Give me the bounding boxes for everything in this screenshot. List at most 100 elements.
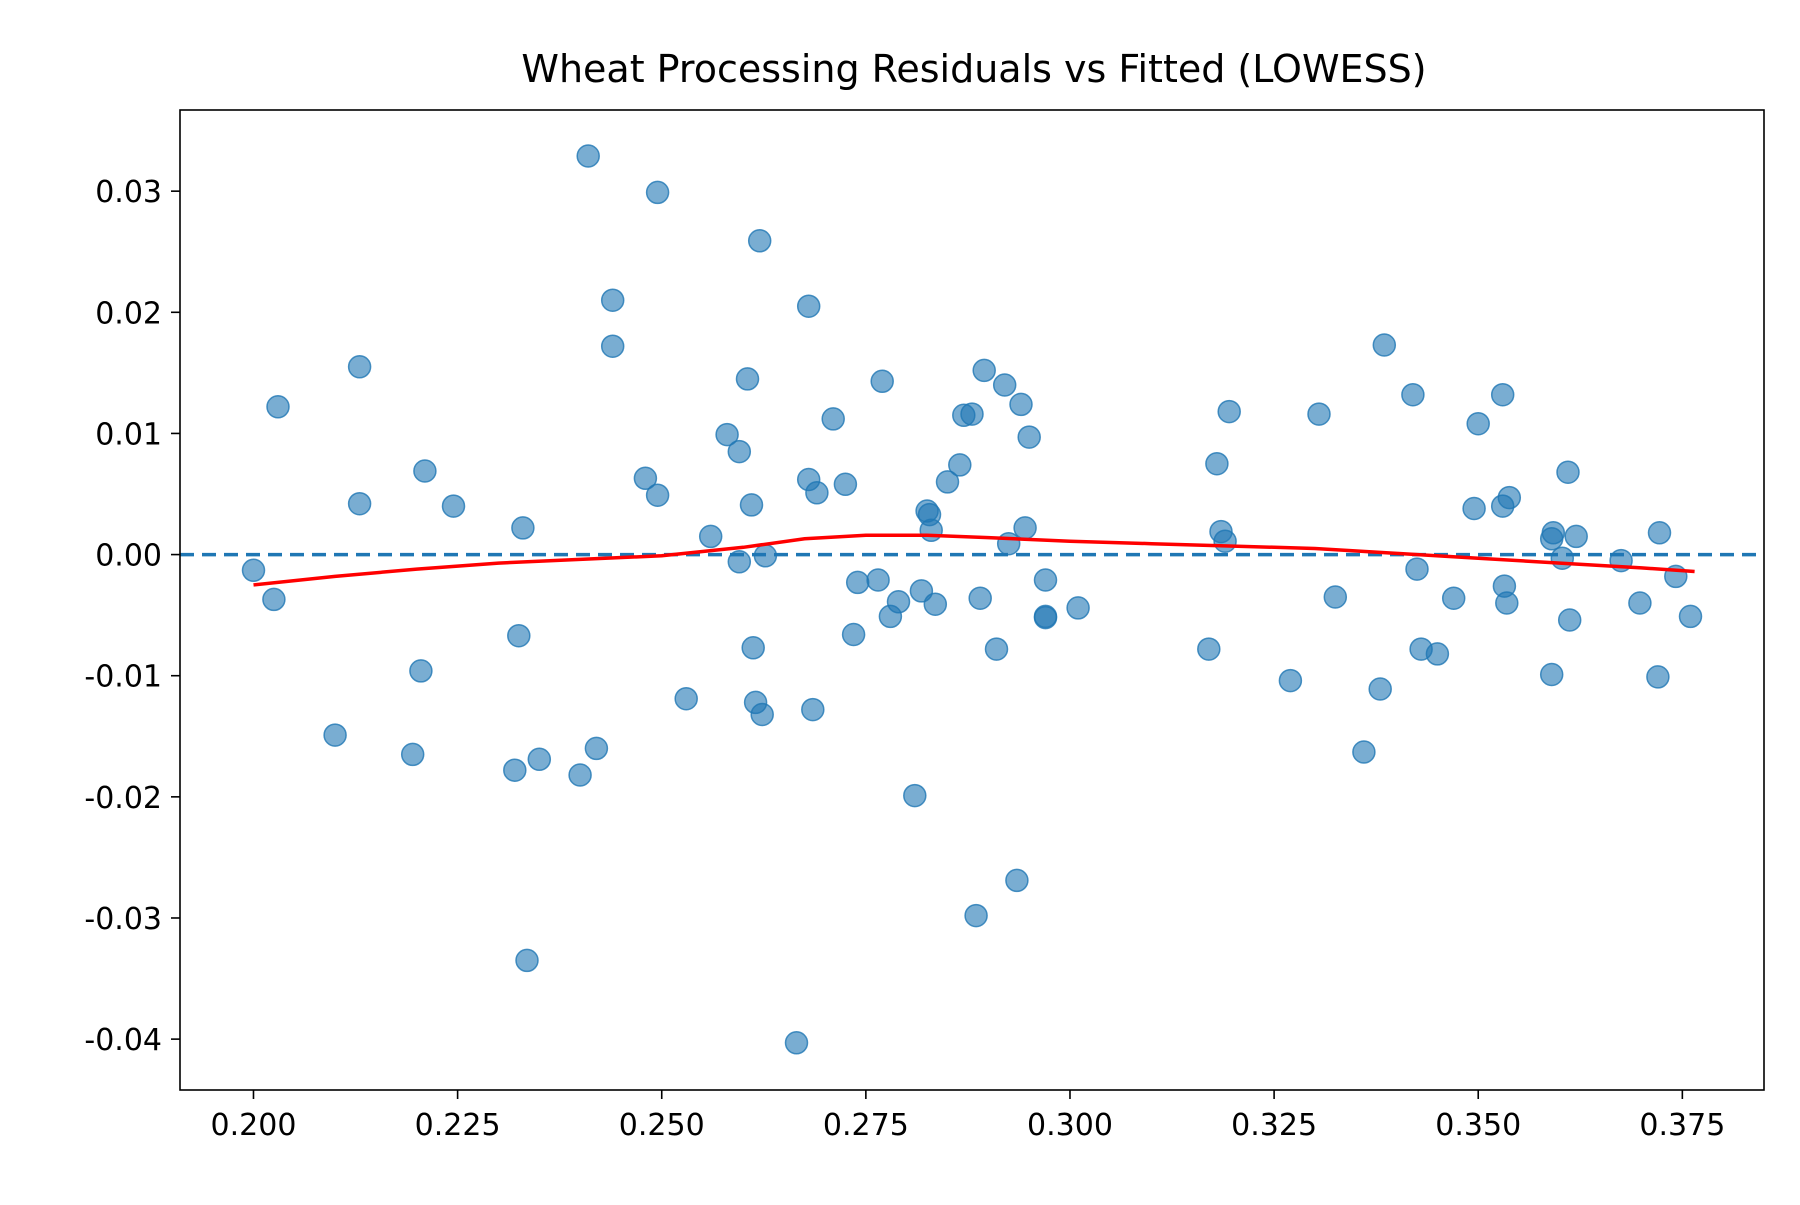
x-tick-label: 0.250 [619, 1108, 705, 1143]
data-point [1497, 485, 1522, 510]
data-point [903, 783, 927, 808]
data-point [600, 334, 625, 358]
y-tick-label: 0.02 [95, 296, 162, 331]
y-tick-label: -0.02 [84, 781, 162, 816]
data-point [584, 736, 609, 761]
data-point [1217, 399, 1241, 424]
x-tick-label: 0.300 [1027, 1108, 1113, 1143]
data-point [1556, 460, 1580, 484]
data-point [1066, 596, 1090, 620]
data-point [841, 622, 866, 647]
y-tick-label: -0.04 [84, 1023, 162, 1058]
data-point [960, 402, 984, 426]
data-point [1205, 451, 1229, 476]
data-point [527, 747, 552, 772]
data-point [964, 903, 988, 928]
data-point [1307, 402, 1331, 426]
data-point [935, 470, 960, 494]
data-point [347, 355, 372, 379]
data-point [1323, 585, 1348, 609]
data-point [1495, 591, 1519, 615]
lowess-curve [253, 533, 1695, 587]
data-point [576, 144, 600, 168]
data-point [347, 491, 372, 516]
data-point [984, 637, 1009, 661]
data-point [796, 294, 821, 318]
data-point [1352, 740, 1376, 764]
data-point [972, 358, 996, 383]
data-point [1005, 868, 1029, 893]
y-tick-label: 0.00 [95, 539, 162, 574]
x-axis: 0.200 0.225 0.250 0.275 0.300 0.325 0.350 0.375 [211, 1090, 1725, 1143]
data-point [753, 544, 778, 568]
x-tick-label: 0.225 [415, 1108, 501, 1143]
data-point [1462, 496, 1486, 521]
y-tick-label: 0.03 [95, 175, 162, 210]
data-point [441, 494, 466, 518]
data-point [1405, 557, 1429, 581]
data-point [600, 288, 625, 312]
data-point [801, 697, 825, 722]
data-point [645, 483, 670, 507]
data-point [845, 570, 870, 595]
y-tick-label: -0.03 [84, 902, 162, 937]
data-point [739, 493, 764, 517]
data-point [1278, 668, 1303, 693]
data-point [1678, 604, 1703, 629]
data-point [1401, 382, 1425, 407]
data-point [1213, 529, 1237, 553]
y-tick-label: -0.01 [84, 660, 162, 695]
data-point [1550, 546, 1575, 570]
data-point [1033, 605, 1058, 630]
data-point [1425, 642, 1450, 666]
x-tick-label: 0.375 [1639, 1108, 1725, 1143]
data-point [727, 439, 752, 464]
data-point [805, 481, 829, 505]
data-point [633, 466, 658, 491]
data-point [1628, 591, 1652, 615]
data-point [747, 229, 772, 253]
data-point [735, 367, 760, 391]
data-point [568, 763, 592, 787]
data-point [413, 459, 437, 483]
data-point [1490, 382, 1515, 407]
data-point [262, 587, 286, 612]
data-point [1372, 333, 1397, 357]
data-point [866, 568, 890, 592]
data-point [511, 516, 535, 540]
data-point [992, 373, 1017, 397]
x-tick-label: 0.325 [1231, 1108, 1317, 1143]
data-point [674, 686, 698, 711]
data-point [507, 623, 531, 648]
data-point [515, 948, 539, 973]
data-point [1368, 677, 1392, 701]
data-point [645, 180, 670, 205]
data-point [1009, 392, 1033, 417]
data-point [400, 742, 425, 767]
data-point [833, 472, 858, 497]
data-point [266, 395, 290, 419]
data-point [750, 702, 774, 727]
data-point [1541, 521, 1566, 545]
data-point [968, 586, 992, 610]
data-point [1197, 637, 1221, 661]
data-point [821, 407, 845, 431]
data-point [996, 531, 1021, 556]
x-tick-label: 0.350 [1435, 1108, 1521, 1143]
data-point [1466, 411, 1490, 436]
data-point [1557, 608, 1582, 632]
data-point [1564, 524, 1588, 549]
data-point [715, 422, 739, 447]
data-point [1647, 521, 1672, 545]
data-point [784, 1031, 809, 1055]
data-point [923, 592, 948, 616]
data-point [503, 758, 527, 782]
x-tick-label: 0.275 [823, 1108, 909, 1143]
data-point [886, 590, 911, 614]
data-point [741, 636, 765, 660]
data-point [870, 369, 894, 394]
data-point [1539, 662, 1564, 687]
data-point [241, 558, 266, 583]
